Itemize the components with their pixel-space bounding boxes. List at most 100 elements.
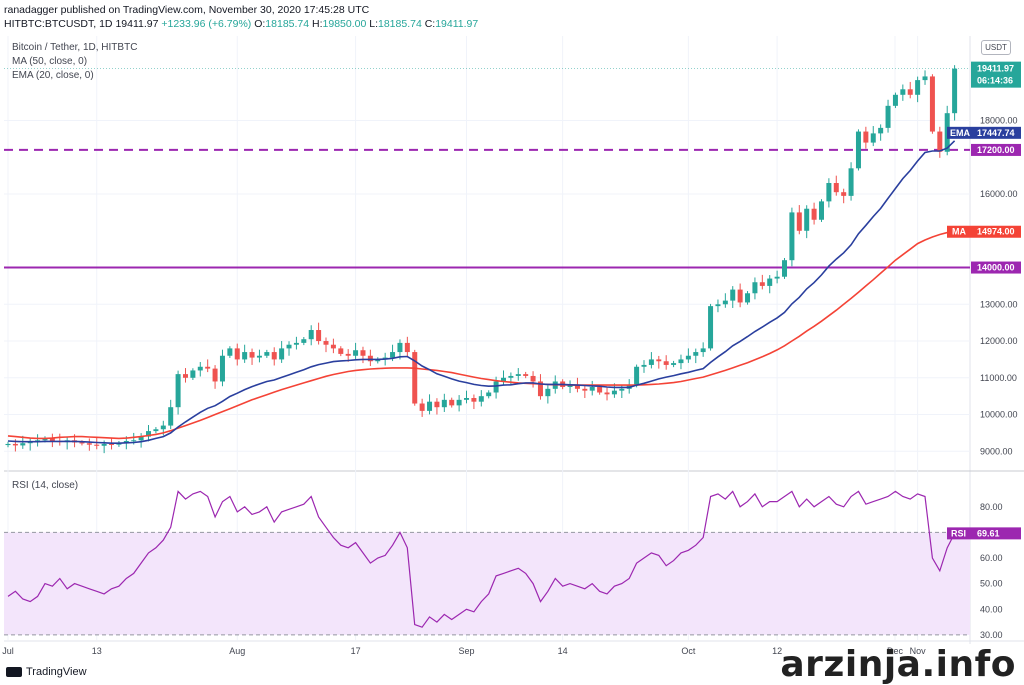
candle-body — [338, 348, 344, 354]
level-tag-17200 — [971, 143, 1021, 156]
candle-body — [323, 341, 329, 345]
candle-body — [390, 352, 396, 358]
candle-body — [441, 399, 447, 408]
candle-body — [478, 396, 484, 402]
candle-body — [789, 212, 795, 261]
price-tick-label: 18000.00 — [980, 116, 1018, 126]
candle-body — [42, 438, 48, 441]
rsi-tick-label: 60.00 — [980, 553, 1003, 563]
candle-body — [279, 348, 285, 360]
candle-body — [708, 306, 714, 349]
candle-body — [131, 440, 137, 442]
candle-body — [316, 330, 322, 342]
candle-body — [264, 352, 270, 356]
candle-body — [353, 350, 359, 356]
candle-body — [796, 212, 802, 231]
level-tag-14000 — [971, 261, 1021, 274]
ma-tag — [971, 225, 1021, 238]
candle-body — [49, 438, 55, 442]
candle-body — [471, 398, 477, 402]
legend-ma[interactable]: MA (50, close, 0) — [12, 56, 88, 67]
low-value: 18185.74 — [378, 18, 422, 30]
last-price: 19411.97 — [115, 18, 159, 30]
countdown-label: 06:14:36 — [977, 76, 1013, 86]
price-tick-label: 10000.00 — [980, 410, 1018, 420]
tradingview-logo-icon — [6, 667, 22, 678]
tradingview-brand: TradingView — [6, 666, 87, 678]
ma-tag-value: 14974.00 — [977, 227, 1015, 237]
time-tick-label: Jul — [2, 646, 14, 656]
candle-body — [567, 385, 573, 387]
legend-rsi[interactable]: RSI (14, close) — [12, 480, 79, 491]
candle-body — [826, 183, 832, 202]
level-tag-label: 17200.00 — [977, 145, 1015, 155]
candle-body — [212, 368, 218, 382]
time-tick-label: 12 — [772, 646, 782, 656]
candle-body — [730, 289, 736, 301]
candle-body — [745, 293, 751, 303]
ema-tag — [971, 126, 1021, 139]
rsi-tag — [971, 527, 1021, 540]
candle-body — [20, 443, 26, 446]
candle-body — [833, 183, 839, 193]
candle-body — [915, 80, 921, 95]
candle-body — [870, 133, 876, 143]
candle-body — [515, 374, 521, 376]
candle-body — [427, 401, 433, 411]
candle-body — [419, 403, 425, 411]
rsi-tick-label: 30.00 — [980, 630, 1003, 640]
rsi-tag-name: RSI — [951, 528, 966, 538]
candle-body — [804, 208, 810, 231]
candle-body — [375, 359, 381, 362]
candle-body — [907, 89, 913, 95]
candle-body — [190, 370, 196, 378]
price-tick-label: 13000.00 — [980, 299, 1018, 309]
candle-body — [486, 392, 492, 397]
publish-info: ranadagger published on TradingView.com,… — [4, 4, 370, 16]
time-tick-label: Dec — [887, 646, 904, 656]
candle-body — [500, 377, 506, 382]
candle-body — [345, 353, 351, 356]
candle-body — [182, 374, 188, 378]
candle-body — [611, 390, 617, 395]
candle-body — [597, 386, 603, 393]
last-price-tag-value: 19411.97 — [977, 64, 1014, 74]
candle-body — [737, 289, 743, 303]
level-tag-label: 14000.00 — [977, 263, 1015, 273]
ema-tag-value: 17447.74 — [977, 128, 1015, 138]
legend-ema[interactable]: EMA (20, close, 0) — [12, 70, 94, 81]
candle-body — [952, 68, 958, 114]
candle-body — [146, 431, 152, 437]
symbol-label: HITBTC:BTCUSDT, 1D — [4, 18, 113, 30]
candle-body — [759, 282, 765, 286]
candle-body — [5, 443, 11, 446]
ohlc-row: HITBTC:BTCUSDT, 1D 19411.97 +1233.96 (+6… — [4, 18, 478, 30]
candle-body — [648, 359, 654, 365]
close-value: 19411.97 — [435, 18, 479, 30]
brand-label: TradingView — [26, 666, 87, 678]
time-tick-label: Oct — [681, 646, 696, 656]
candle-body — [86, 443, 92, 445]
candle-body — [929, 76, 935, 132]
candle-body — [863, 131, 869, 143]
time-tick-label: Nov — [910, 646, 927, 656]
ma-tag-name: MA — [952, 227, 966, 237]
candle-body — [249, 352, 255, 358]
candle-body — [589, 386, 595, 391]
rsi-tick-label: 40.00 — [980, 604, 1003, 614]
candle-body — [663, 361, 669, 365]
candle-body — [286, 344, 292, 349]
low-label: L: — [369, 18, 378, 30]
candle-body — [900, 89, 906, 95]
currency-badge[interactable]: USDT — [981, 40, 1011, 55]
high-value: 19850.00 — [322, 18, 367, 30]
time-tick-label: Sep — [459, 646, 475, 656]
candle-body — [752, 282, 758, 294]
candle-body — [671, 363, 677, 365]
candle-body — [582, 388, 588, 391]
legend-title: Bitcoin / Tether, 1D, HITBTC — [12, 42, 138, 53]
candle-body — [367, 355, 373, 362]
close-label: C: — [424, 18, 436, 30]
time-tick-label: Aug — [229, 646, 245, 656]
